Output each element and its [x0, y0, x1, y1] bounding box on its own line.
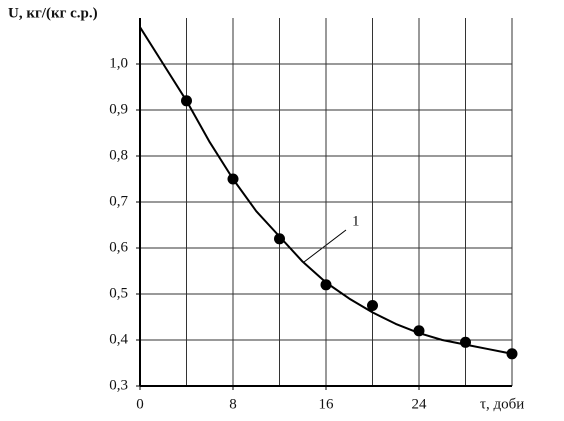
y-tick-label: 0,4	[109, 331, 128, 347]
data-point	[181, 95, 192, 107]
y-tick-label: 0,3	[109, 377, 128, 393]
x-tick-label: 24	[412, 396, 428, 412]
data-point	[413, 325, 425, 337]
annotation: 1	[352, 213, 360, 229]
x-axis-label: τ, доби	[480, 396, 524, 412]
y-tick-label: 0,9	[109, 101, 128, 117]
y-tick-label: 0,8	[109, 147, 128, 163]
y-tick-label: 0,5	[109, 285, 128, 301]
data-point	[460, 336, 471, 348]
data-point	[320, 279, 332, 291]
y-tick-label: 1,0	[109, 55, 128, 71]
x-tick-label: 0	[136, 396, 144, 412]
data-point	[227, 173, 239, 185]
data-point	[274, 233, 285, 245]
data-point	[506, 348, 518, 360]
x-tick-label: 8	[229, 396, 237, 412]
y-tick-label: 0,6	[109, 239, 128, 255]
y-axis-label: U, кг/(кг с.р.)	[8, 5, 98, 21]
x-tick-label: 16	[319, 396, 335, 412]
leader-line	[303, 229, 347, 263]
y-tick-label: 0,7	[109, 193, 128, 209]
data-point	[367, 300, 378, 311]
